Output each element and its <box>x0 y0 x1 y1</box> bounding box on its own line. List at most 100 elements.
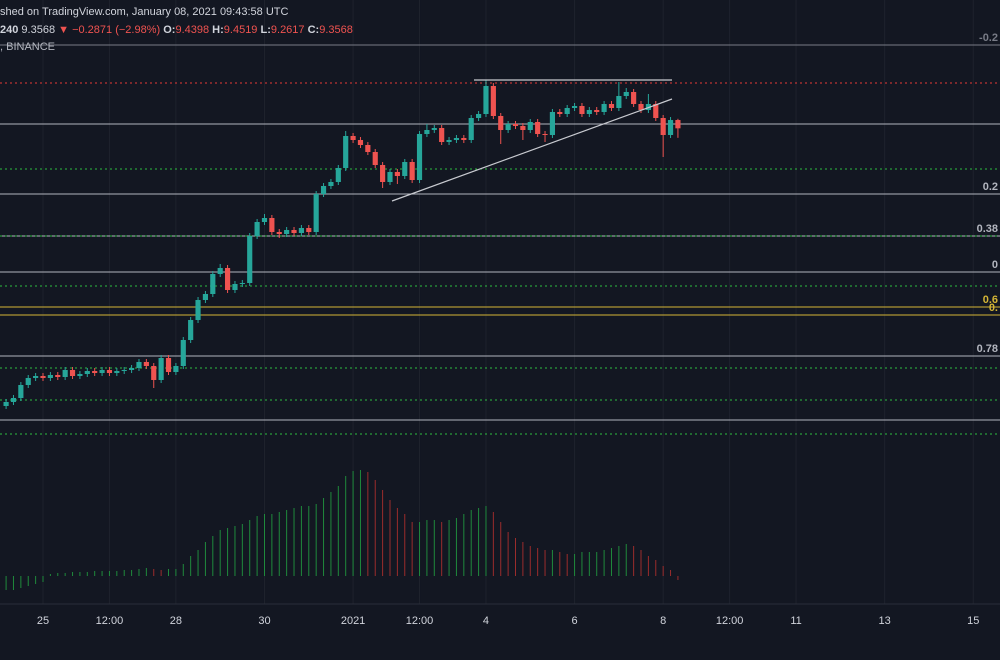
candle-body <box>431 128 437 130</box>
candle-body <box>217 268 223 274</box>
candle-body <box>350 136 356 140</box>
candle-body <box>616 96 622 108</box>
candle-body <box>660 118 666 135</box>
candle-body <box>40 376 46 378</box>
candle-body <box>239 283 245 284</box>
candle-body <box>284 230 290 234</box>
candle-body <box>667 120 674 135</box>
candle-body <box>638 104 644 110</box>
candle-body <box>276 232 282 234</box>
candle-body <box>490 86 496 116</box>
level-label: 0 <box>992 259 998 271</box>
candle-body <box>365 145 371 152</box>
candle-body <box>254 222 260 236</box>
candle-body <box>33 376 39 378</box>
candle-body <box>498 116 504 130</box>
close-label: C: <box>308 24 320 36</box>
candle-body <box>261 218 268 222</box>
candle-body <box>343 136 349 168</box>
low-value: 9.2617 <box>271 24 305 36</box>
candle-body <box>247 236 253 283</box>
x-tick-label: 25 <box>37 615 49 627</box>
x-tick-label: 13 <box>879 615 891 627</box>
candle-body <box>77 374 83 376</box>
candle-body <box>461 138 467 140</box>
candle-body <box>298 228 304 233</box>
level-label: 0.38 <box>977 223 998 235</box>
candle-body <box>69 370 76 376</box>
candle-body <box>202 294 209 300</box>
candle-body <box>571 106 578 108</box>
candle-body <box>535 122 541 134</box>
candle-body <box>320 186 327 194</box>
candle-body <box>372 152 378 165</box>
level-label: 0.78 <box>977 343 998 355</box>
candle-body <box>439 128 445 142</box>
high-label: H: <box>212 24 224 36</box>
x-tick-label: 28 <box>170 615 182 627</box>
x-tick-label: 12:00 <box>716 615 744 627</box>
published-note: shed on TradingView.com, January 08, 202… <box>0 6 288 18</box>
open-label: O: <box>163 24 175 36</box>
level-label: 0. <box>989 302 998 314</box>
candle-body <box>291 230 297 233</box>
level-label: 0.6 <box>983 294 998 306</box>
x-tick-label: 12:00 <box>96 615 124 627</box>
candle-body <box>387 172 393 182</box>
candle-body <box>453 138 460 140</box>
level-label: -0.2 <box>979 32 998 44</box>
candle-body <box>173 366 179 372</box>
candle-body <box>380 165 386 182</box>
grid <box>42 0 974 604</box>
candle-body <box>3 402 9 406</box>
candle-body <box>55 375 61 377</box>
open-value: 9.4398 <box>175 24 209 36</box>
candle-body <box>424 130 430 134</box>
candle-body <box>416 134 423 180</box>
candle-body <box>542 134 548 135</box>
candle-body <box>505 124 511 130</box>
candle-body <box>527 122 533 130</box>
candle-body <box>446 140 452 142</box>
exchange: , BINANCE <box>0 41 55 53</box>
candle-body <box>601 104 607 112</box>
x-tick-label: 6 <box>572 615 578 627</box>
candle-body <box>188 320 194 340</box>
candle-body <box>313 194 319 232</box>
candle-body <box>210 274 216 294</box>
candle-body <box>84 371 90 374</box>
candle-body <box>114 371 120 373</box>
candle-body <box>357 140 364 145</box>
candle-body <box>224 268 231 290</box>
candle-body <box>18 385 24 398</box>
x-tick-label: 8 <box>660 615 666 627</box>
candle-body <box>306 228 312 232</box>
x-tick-label: 15 <box>967 615 979 627</box>
candle-body <box>106 370 113 373</box>
close-value: 9.3568 <box>319 24 353 36</box>
candle-body <box>586 110 592 114</box>
candle-body <box>579 106 585 114</box>
candle-body <box>136 362 142 368</box>
levels: -0.2 0.2 0.38 0 0.60. 0.78 <box>0 32 1000 435</box>
high-value: 9.4519 <box>224 24 258 36</box>
candle-body <box>99 370 105 373</box>
x-tick-label: 12:00 <box>406 615 434 627</box>
candle-body <box>476 114 482 118</box>
candle-body <box>653 104 659 118</box>
candle-body <box>409 162 415 180</box>
x-tick-label: 2021 <box>341 615 365 627</box>
x-tick-label: 30 <box>258 615 270 627</box>
candle-body <box>151 366 157 380</box>
candle-body <box>143 362 149 366</box>
candle-body <box>512 124 519 126</box>
candle-body <box>195 300 201 320</box>
x-tick-label: 11 <box>790 615 801 627</box>
trend-line <box>391 98 673 202</box>
low-label: L: <box>261 24 271 36</box>
candle-body <box>10 398 17 402</box>
candle-body <box>557 112 563 114</box>
candle-body <box>675 120 681 129</box>
